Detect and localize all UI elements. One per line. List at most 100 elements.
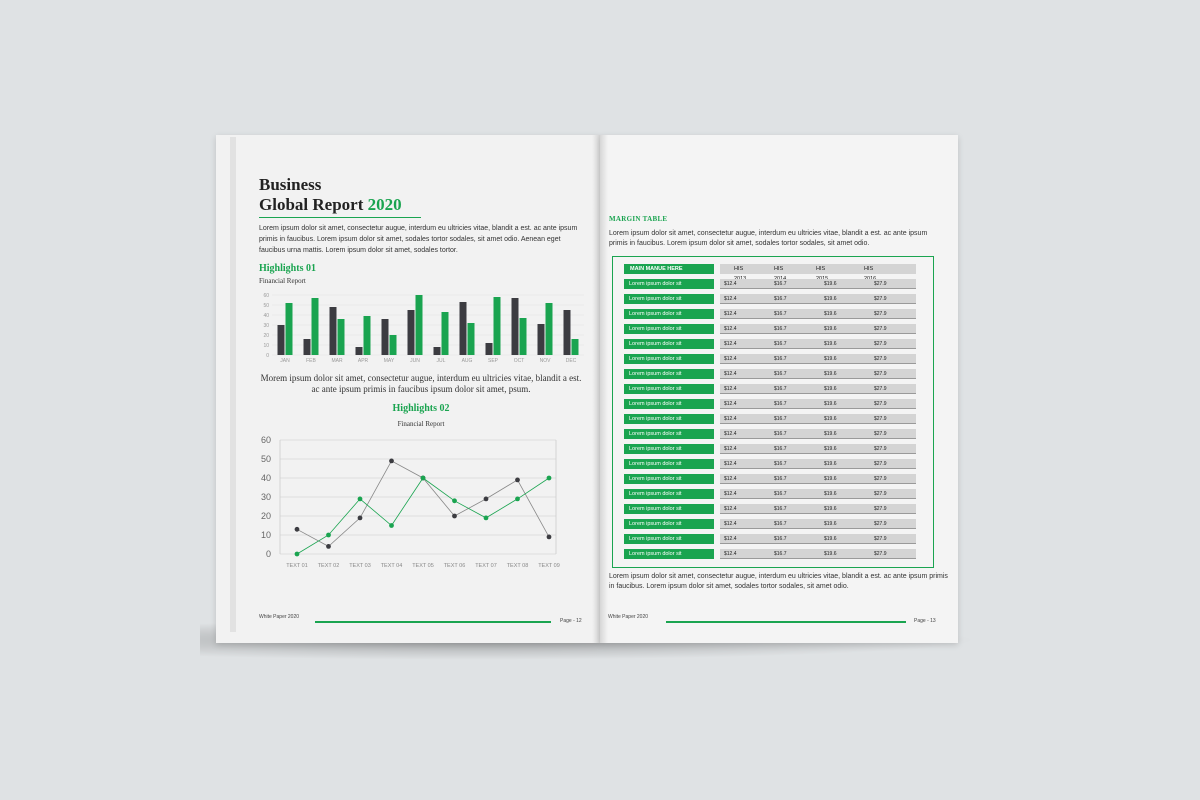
bar-dark	[277, 325, 285, 355]
row-value: $16.7	[774, 386, 787, 392]
row-value: $12.4	[724, 476, 737, 482]
row-value: $19.6	[824, 506, 837, 512]
row-label: Lorem ipsum dolor sit	[624, 339, 714, 349]
intro-paragraph: Lorem ipsum dolor sit amet, consectetur …	[259, 225, 578, 254]
row-value: $27.9	[874, 371, 887, 377]
row-bar	[720, 369, 916, 379]
section-label: MARGIN TABLE	[609, 215, 668, 223]
row-value: $12.4	[724, 506, 737, 512]
footer-page-number: Page - 13	[914, 618, 936, 624]
highlights-02-heading: Highlights 02	[392, 403, 450, 414]
row-value: $12.4	[724, 371, 737, 377]
row-value: $19.6	[824, 491, 837, 497]
y-tick-label: 20	[261, 511, 271, 521]
x-tick-label: APR	[358, 358, 369, 364]
highlights-02-subheading: Financial Report	[397, 420, 445, 428]
row-value: $12.4	[724, 446, 737, 452]
x-tick-label: FEB	[306, 358, 316, 364]
y-tick-label: 20	[263, 333, 269, 339]
row-value: $16.7	[774, 296, 787, 302]
row-value: $16.7	[774, 341, 787, 347]
bar-dark	[355, 347, 363, 355]
row-value: $19.6	[824, 311, 837, 317]
row-value: $27.9	[874, 551, 887, 557]
y-tick-label: 10	[261, 530, 271, 540]
y-tick-label: 0	[266, 353, 269, 359]
row-value: $16.7	[774, 371, 787, 377]
row-value: $27.9	[874, 476, 887, 482]
row-bar	[720, 504, 916, 514]
point-dark	[294, 526, 300, 532]
footer-rule	[666, 621, 906, 623]
row-bar	[720, 549, 916, 559]
row-value: $16.7	[774, 356, 787, 362]
row-value: $19.6	[824, 296, 837, 302]
row-value: $19.6	[824, 536, 837, 542]
bar-dark	[459, 302, 467, 355]
row-value: $27.9	[874, 281, 887, 287]
row-value: $16.7	[774, 506, 787, 512]
point-green	[515, 496, 520, 502]
x-tick-label: MAR	[331, 358, 343, 364]
left-page: Business Global Report 2020 Lorem ipsum …	[216, 135, 600, 643]
row-value: $16.7	[774, 416, 787, 422]
point-green	[389, 523, 394, 528]
x-tick-label: NOV	[540, 358, 552, 364]
row-value: $12.4	[724, 431, 737, 437]
row-value: $12.4	[724, 386, 737, 392]
row-bar	[720, 279, 916, 289]
row-bar	[720, 324, 916, 334]
x-tick-label: JAN	[280, 358, 290, 364]
row-value: $19.6	[824, 356, 837, 362]
point-dark	[515, 477, 520, 483]
row-value: $27.9	[874, 416, 887, 422]
row-value: $19.6	[824, 371, 837, 377]
row-label: Lorem ipsum dolor sit	[624, 549, 714, 559]
x-tick-label: TEXT 09	[538, 563, 560, 569]
row-label: Lorem ipsum dolor sit	[624, 279, 714, 289]
row-bar	[720, 354, 916, 364]
bar-dark	[563, 310, 571, 355]
row-value: $16.7	[774, 446, 787, 452]
footer-doc-name: White Paper 2020	[259, 614, 300, 620]
row-label: Lorem ipsum dolor sit	[624, 309, 714, 319]
row-value: $16.7	[774, 401, 787, 407]
row-value: $27.9	[874, 341, 887, 347]
row-label: Lorem ipsum dolor sit	[624, 474, 714, 484]
x-tick-label: SEP	[488, 358, 499, 364]
table-outro: Lorem ipsum dolor sit amet, consectetur …	[609, 573, 948, 590]
bar-green	[467, 323, 475, 355]
row-bar	[720, 459, 916, 469]
row-value: $19.6	[824, 416, 837, 422]
row-value: $16.7	[774, 476, 787, 482]
point-green	[294, 551, 300, 557]
row-label: Lorem ipsum dolor sit	[624, 459, 714, 469]
bar-dark	[329, 307, 337, 355]
chart-caption: Morem ipsum dolor sit amet, consectetur …	[260, 373, 582, 394]
footer-rule	[315, 621, 551, 623]
margin-table: MAIN MANUE HERE HIS 2013 HIS 2014 HIS 20…	[612, 256, 934, 568]
row-value: $19.6	[824, 476, 837, 482]
row-value: $16.7	[774, 281, 787, 287]
row-value: $27.9	[874, 461, 887, 467]
x-tick-label: TEXT 06	[444, 563, 466, 569]
title-line-2: Global Report 2020	[259, 195, 402, 215]
row-value: $27.9	[874, 521, 887, 527]
point-dark	[389, 458, 394, 464]
y-tick-label: 0	[266, 549, 271, 559]
y-tick-label: 30	[263, 323, 269, 329]
row-label: Lorem ipsum dolor sit	[624, 384, 714, 394]
row-value: $19.6	[824, 281, 837, 287]
bar-green	[389, 335, 397, 355]
x-tick-label: TEXT 07	[475, 563, 497, 569]
bar-dark	[381, 319, 389, 355]
row-bar	[720, 489, 916, 499]
bar-dark	[433, 347, 441, 355]
row-label: Lorem ipsum dolor sit	[624, 294, 714, 304]
bar-green	[493, 297, 501, 355]
row-bar	[720, 519, 916, 529]
point-green	[483, 515, 489, 521]
point-green	[452, 498, 457, 504]
bar-dark	[407, 310, 415, 355]
x-tick-label: AUG	[462, 358, 473, 364]
